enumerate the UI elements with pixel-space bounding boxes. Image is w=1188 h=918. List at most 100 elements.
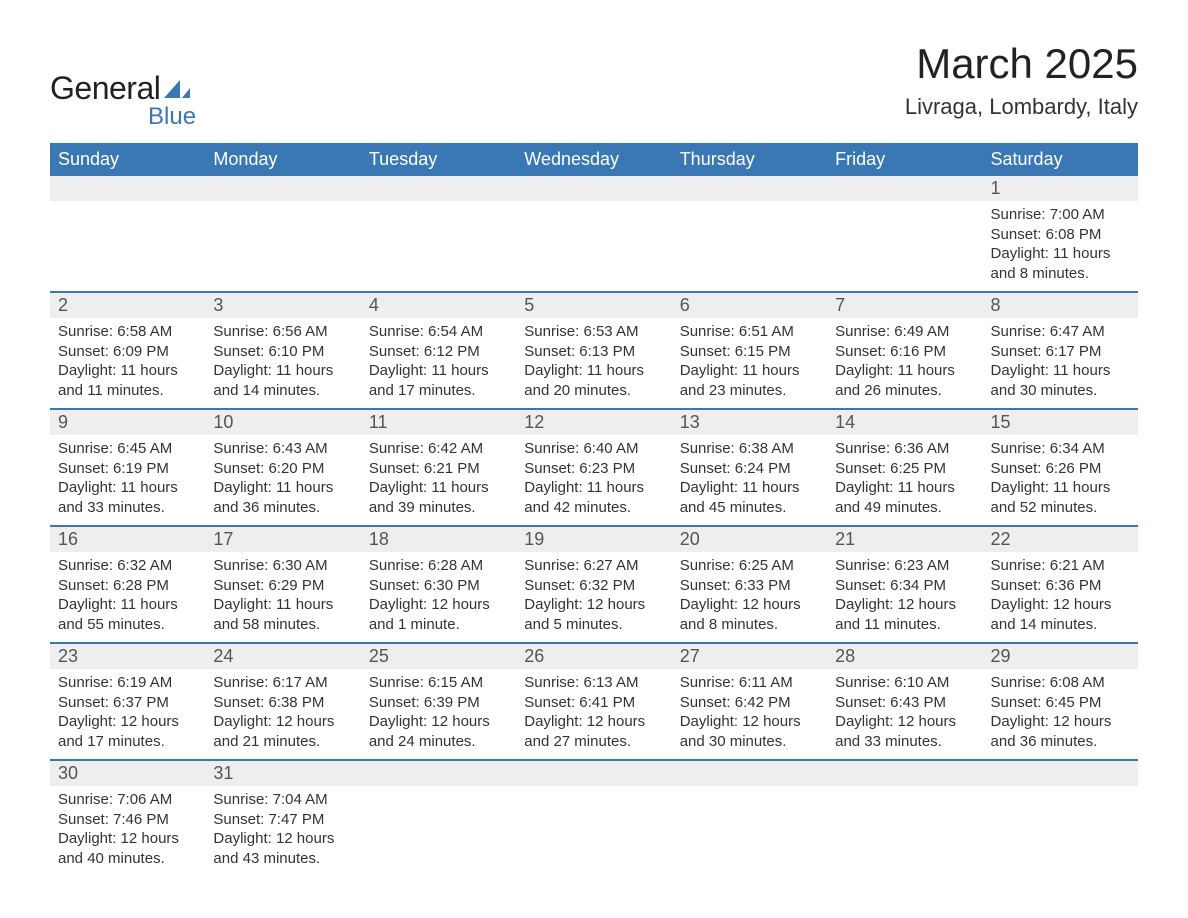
sunrise-line: Sunrise: 6:27 AM [524, 556, 663, 576]
day-cell-number: 18 [361, 526, 516, 552]
day-number: 27 [672, 644, 827, 669]
day-number: 13 [672, 410, 827, 435]
day-details: Sunrise: 6:45 AMSunset: 6:19 PMDaylight:… [50, 435, 205, 525]
day-cell-content: Sunrise: 6:53 AMSunset: 6:13 PMDaylight:… [516, 318, 671, 409]
day-cell-content [50, 201, 205, 292]
day-number [516, 761, 671, 765]
sunrise-line: Sunrise: 6:15 AM [369, 673, 508, 693]
day-number [672, 176, 827, 180]
day-details [983, 786, 1138, 864]
daylight-line: Daylight: 12 hours and 24 minutes. [369, 712, 508, 751]
day-cell-content [672, 201, 827, 292]
day-number [361, 761, 516, 765]
sunrise-line: Sunrise: 6:43 AM [213, 439, 352, 459]
day-cell-content [827, 201, 982, 292]
weekday-header: Saturday [983, 143, 1138, 176]
day-cell-number [983, 760, 1138, 786]
day-number: 24 [205, 644, 360, 669]
day-details: Sunrise: 6:43 AMSunset: 6:20 PMDaylight:… [205, 435, 360, 525]
day-number [983, 761, 1138, 765]
day-details: Sunrise: 6:47 AMSunset: 6:17 PMDaylight:… [983, 318, 1138, 408]
day-cell-number: 5 [516, 292, 671, 318]
sunset-line: Sunset: 6:16 PM [835, 342, 974, 362]
month-title: March 2025 [905, 40, 1138, 88]
week-content-row: Sunrise: 6:19 AMSunset: 6:37 PMDaylight:… [50, 669, 1138, 760]
daylight-line: Daylight: 11 hours and 17 minutes. [369, 361, 508, 400]
day-cell-number: 14 [827, 409, 982, 435]
daylight-line: Daylight: 11 hours and 55 minutes. [58, 595, 197, 634]
day-details: Sunrise: 6:08 AMSunset: 6:45 PMDaylight:… [983, 669, 1138, 759]
daylight-line: Daylight: 11 hours and 20 minutes. [524, 361, 663, 400]
day-cell-content: Sunrise: 6:47 AMSunset: 6:17 PMDaylight:… [983, 318, 1138, 409]
day-cell-number [361, 760, 516, 786]
daylight-line: Daylight: 12 hours and 33 minutes. [835, 712, 974, 751]
sunset-line: Sunset: 6:26 PM [991, 459, 1130, 479]
sunset-line: Sunset: 6:29 PM [213, 576, 352, 596]
day-cell-number: 2 [50, 292, 205, 318]
daylight-line: Daylight: 12 hours and 8 minutes. [680, 595, 819, 634]
sunrise-line: Sunrise: 6:53 AM [524, 322, 663, 342]
sunrise-line: Sunrise: 6:54 AM [369, 322, 508, 342]
day-cell-content: Sunrise: 6:56 AMSunset: 6:10 PMDaylight:… [205, 318, 360, 409]
sunset-line: Sunset: 6:34 PM [835, 576, 974, 596]
day-cell-content [361, 786, 516, 876]
day-cell-content: Sunrise: 6:54 AMSunset: 6:12 PMDaylight:… [361, 318, 516, 409]
week-content-row: Sunrise: 6:45 AMSunset: 6:19 PMDaylight:… [50, 435, 1138, 526]
day-cell-content: Sunrise: 6:28 AMSunset: 6:30 PMDaylight:… [361, 552, 516, 643]
sunrise-line: Sunrise: 6:23 AM [835, 556, 974, 576]
day-details [672, 786, 827, 864]
week-content-row: Sunrise: 6:58 AMSunset: 6:09 PMDaylight:… [50, 318, 1138, 409]
daylight-line: Daylight: 12 hours and 30 minutes. [680, 712, 819, 751]
day-cell-number [205, 176, 360, 201]
day-cell-content [516, 201, 671, 292]
sunset-line: Sunset: 6:08 PM [991, 225, 1130, 245]
day-cell-number: 30 [50, 760, 205, 786]
day-details: Sunrise: 6:28 AMSunset: 6:30 PMDaylight:… [361, 552, 516, 642]
sunrise-line: Sunrise: 6:25 AM [680, 556, 819, 576]
day-details: Sunrise: 6:30 AMSunset: 6:29 PMDaylight:… [205, 552, 360, 642]
daylight-line: Daylight: 11 hours and 58 minutes. [213, 595, 352, 634]
daylight-line: Daylight: 12 hours and 21 minutes. [213, 712, 352, 751]
daylight-line: Daylight: 12 hours and 40 minutes. [58, 829, 197, 868]
sunset-line: Sunset: 6:13 PM [524, 342, 663, 362]
day-details: Sunrise: 6:38 AMSunset: 6:24 PMDaylight:… [672, 435, 827, 525]
sunrise-line: Sunrise: 6:30 AM [213, 556, 352, 576]
day-number [672, 761, 827, 765]
sunset-line: Sunset: 6:10 PM [213, 342, 352, 362]
header: General Blue March 2025 Livraga, Lombard… [50, 40, 1138, 131]
day-cell-number: 3 [205, 292, 360, 318]
sunset-line: Sunset: 7:47 PM [213, 810, 352, 830]
day-cell-number: 21 [827, 526, 982, 552]
day-cell-content: Sunrise: 6:08 AMSunset: 6:45 PMDaylight:… [983, 669, 1138, 760]
day-cell-number: 19 [516, 526, 671, 552]
sunset-line: Sunset: 6:30 PM [369, 576, 508, 596]
sunrise-line: Sunrise: 6:38 AM [680, 439, 819, 459]
day-cell-content: Sunrise: 6:45 AMSunset: 6:19 PMDaylight:… [50, 435, 205, 526]
sunset-line: Sunset: 6:20 PM [213, 459, 352, 479]
day-number: 17 [205, 527, 360, 552]
sunset-line: Sunset: 6:15 PM [680, 342, 819, 362]
day-details: Sunrise: 6:23 AMSunset: 6:34 PMDaylight:… [827, 552, 982, 642]
day-cell-content: Sunrise: 6:21 AMSunset: 6:36 PMDaylight:… [983, 552, 1138, 643]
day-cell-content: Sunrise: 7:00 AMSunset: 6:08 PMDaylight:… [983, 201, 1138, 292]
sunrise-line: Sunrise: 6:42 AM [369, 439, 508, 459]
logo-sub-text: Blue [148, 103, 196, 131]
day-number [205, 176, 360, 180]
sunrise-line: Sunrise: 6:32 AM [58, 556, 197, 576]
day-cell-number: 26 [516, 643, 671, 669]
day-details: Sunrise: 6:40 AMSunset: 6:23 PMDaylight:… [516, 435, 671, 525]
sunset-line: Sunset: 6:28 PM [58, 576, 197, 596]
day-details: Sunrise: 6:25 AMSunset: 6:33 PMDaylight:… [672, 552, 827, 642]
sunset-line: Sunset: 6:43 PM [835, 693, 974, 713]
day-number: 16 [50, 527, 205, 552]
sunrise-line: Sunrise: 6:45 AM [58, 439, 197, 459]
day-cell-content: Sunrise: 6:32 AMSunset: 6:28 PMDaylight:… [50, 552, 205, 643]
logo: General Blue [50, 40, 196, 131]
week-content-row: Sunrise: 6:32 AMSunset: 6:28 PMDaylight:… [50, 552, 1138, 643]
weekday-header: Sunday [50, 143, 205, 176]
daylight-line: Daylight: 12 hours and 36 minutes. [991, 712, 1130, 751]
day-cell-number [516, 760, 671, 786]
day-cell-number: 9 [50, 409, 205, 435]
day-cell-content: Sunrise: 6:51 AMSunset: 6:15 PMDaylight:… [672, 318, 827, 409]
daylight-line: Daylight: 11 hours and 33 minutes. [58, 478, 197, 517]
